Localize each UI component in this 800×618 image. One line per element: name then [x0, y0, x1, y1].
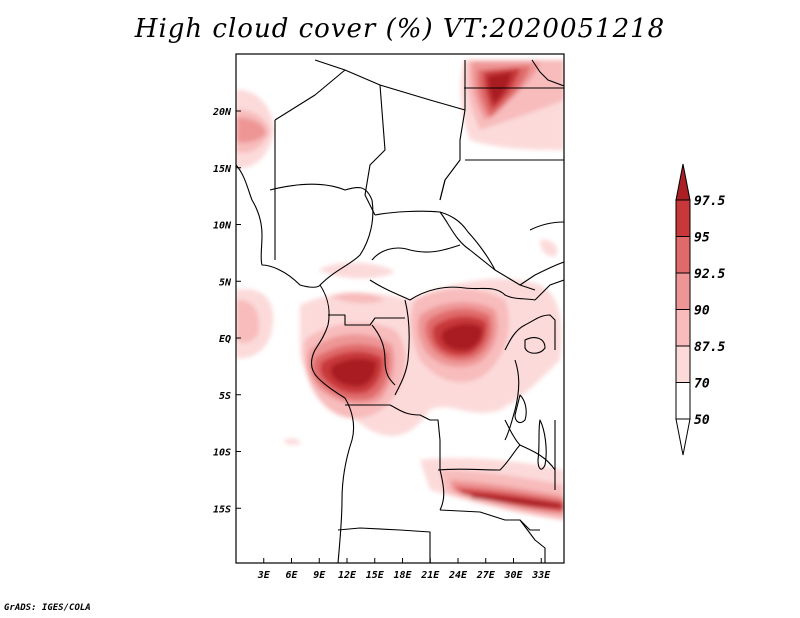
lon-tick-label: 3E [257, 570, 271, 581]
colorbar-label: 87.5 [694, 340, 725, 355]
colorbar-segment [675, 382, 691, 420]
colorbar-label: 95 [694, 231, 710, 246]
colorbar-segment [675, 199, 691, 237]
colorbar-segment [675, 345, 691, 383]
lat-tick-label: 20N [212, 107, 232, 118]
lon-tick-label: 6E [285, 570, 298, 581]
longitude-axis: 3E 6E 9E 12E 15E 18E 21E 24E 27E 30E 33E [257, 558, 551, 581]
cloud-cover-field [236, 60, 564, 520]
colorbar-label: 97.5 [694, 194, 725, 209]
lon-tick-label: 12E [338, 570, 357, 581]
lon-tick-label: 27E [476, 570, 496, 581]
lon-tick-label: 33E [531, 570, 551, 581]
colorbar-top-arrow [675, 163, 691, 201]
colorbar: 97.5 95 92.5 90 87.5 70 50 [675, 163, 725, 456]
map-frame [235, 53, 565, 564]
lat-tick-label: EQ [219, 334, 231, 345]
lon-tick-label: 18E [393, 570, 412, 581]
lat-tick-label: 5S [219, 391, 231, 402]
colorbar-segment [675, 309, 691, 347]
grads-credit: GrADS: IGES/COLA [4, 603, 91, 613]
latitude-axis: 20N 15N 10N 5N EQ 5S 10S 15S [212, 107, 241, 515]
lon-tick-label: 9E [313, 570, 326, 581]
colorbar-segment [675, 236, 691, 274]
lon-tick-label: 30E [503, 570, 523, 581]
map-title: High cloud cover (%) VT:2020051218 [134, 14, 666, 44]
colorbar-label: 90 [694, 304, 710, 319]
colorbar-label: 50 [694, 413, 710, 428]
lon-tick-label: 24E [448, 570, 468, 581]
lon-tick-label: 15E [366, 570, 385, 581]
lon-tick-label: 21E [420, 570, 440, 581]
lat-tick-label: 10S [213, 448, 231, 459]
lat-tick-label: 15S [213, 504, 231, 515]
lat-tick-label: 15N [213, 164, 232, 175]
lat-tick-label: 10N [213, 221, 232, 232]
colorbar-label: 70 [694, 377, 710, 392]
lat-tick-label: 5N [219, 277, 232, 288]
colorbar-bottom-arrow [675, 418, 691, 456]
colorbar-label: 92.5 [694, 267, 725, 282]
colorbar-segment [675, 272, 691, 310]
country-borders [236, 59, 564, 563]
